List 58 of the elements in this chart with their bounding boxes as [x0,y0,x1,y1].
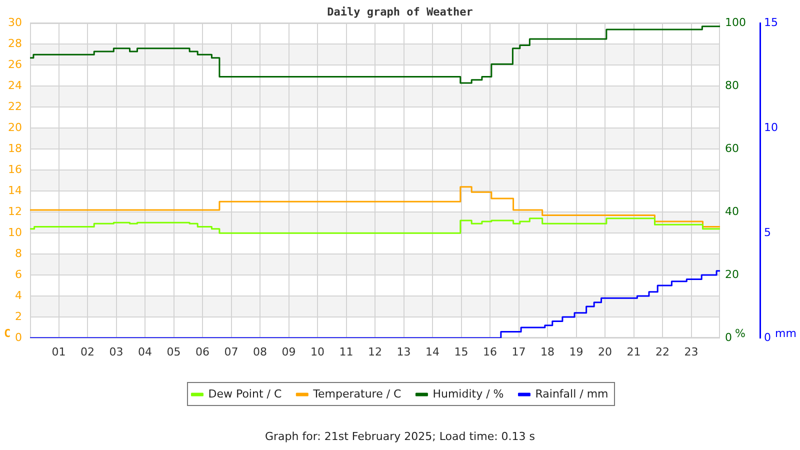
y3-tick-label: 15 [764,16,778,30]
x-tick-label: 02 [80,345,94,358]
x-tick-label: 12 [368,345,382,358]
y-tick-label: 16 [8,162,22,176]
x-tick-label: 10 [310,345,324,358]
y2-tick-label: 40 [725,204,739,218]
y3-tick-label: 5 [764,226,771,239]
x-tick-label: 20 [598,345,612,358]
x-tick-label: 16 [483,345,497,358]
legend-label: Rainfall / mm [535,387,608,400]
y2-tick-label: 60 [725,142,739,155]
x-tick-label: 22 [656,345,670,358]
y2-tick-label: 0 [725,330,732,344]
x-tick-label: 19 [569,345,584,358]
y-tick-label: 18 [8,142,22,155]
y2-axis-title: % [735,326,746,340]
x-tick-label: 04 [138,345,152,358]
y-axis-title: C [4,326,11,340]
x-tick-label: 14 [426,345,440,358]
x-tick-label: 17 [512,345,526,358]
legend-label: Temperature / C [312,387,402,400]
x-tick-label: 05 [166,345,181,358]
x-tick-label: 08 [253,345,267,358]
text: Graph for: 21st February 2025; Load time: 0.13 s [264,430,536,443]
legend-label: Dew Point / C [208,387,282,400]
y-tick-label: 24 [8,79,22,92]
y3-tick-label: 0 [764,330,771,344]
y-tick-label: 12 [8,204,22,218]
chart-title: Daily graph of Weather [327,5,474,18]
x-tick-label: 11 [339,345,354,358]
y2-tick-label: 100 [725,16,746,30]
y-tick-label: 26 [8,58,22,72]
y-tick-label: 6 [15,268,22,281]
y-tick-label: 8 [15,246,22,260]
y-tick-label: 0 [15,330,22,344]
y-tick-label: 28 [8,37,22,50]
y-tick-label: 22 [8,100,22,114]
y-tick-label: 30 [8,16,22,30]
legend-label: Humidity / % [432,387,504,400]
y-tick-label: 14 [8,184,22,197]
x-tick-label: 23 [684,345,698,358]
y-tick-label: 10 [8,226,22,239]
y-tick-label: 2 [15,310,22,323]
x-tick-label: 13 [396,345,411,358]
x-tick-label: 09 [282,345,296,358]
x-tick-label: 01 [52,345,66,358]
y3-tick-label: 10 [764,120,778,134]
x-tick-label: 03 [109,345,124,358]
x-tick-label: 21 [626,345,641,358]
x-tick-label: 06 [196,345,210,358]
y-tick-label: 4 [15,288,22,302]
x-tick-label: 15 [454,345,468,358]
y-tick-label: 20 [8,120,22,134]
y2-tick-label: 80 [725,79,739,92]
y2-tick-label: 20 [725,268,739,281]
x-tick-label: 07 [224,345,238,358]
y3-axis-title: mm [775,326,796,340]
x-tick-label: 18 [540,345,554,358]
